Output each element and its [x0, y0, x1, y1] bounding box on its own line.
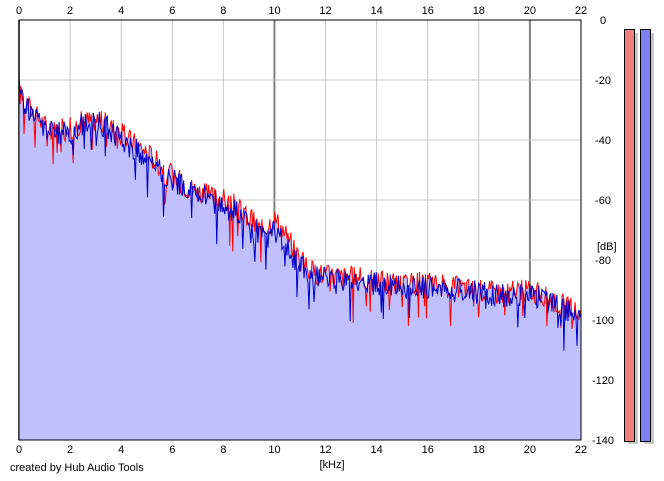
x-tick-label-top: 2 [67, 5, 73, 17]
x-tick-label-bottom: 4 [118, 444, 124, 456]
x-tick-label-top: 16 [422, 5, 434, 17]
x-tick-label-top: 18 [473, 5, 485, 17]
left-channel-meter [624, 29, 635, 442]
y-tick-label: -120 [592, 375, 614, 387]
x-tick-label-top: 10 [268, 5, 280, 17]
x-axis-label: [kHz] [319, 459, 344, 471]
x-ticks-bottom: 0 2 4 6 8 10 12 14 16 18 20 22 [16, 444, 587, 456]
y-axis-label: [dB] [597, 241, 617, 253]
credit-text: created by Hub Audio Tools [10, 462, 144, 474]
x-tick-label-bottom: 12 [319, 444, 331, 456]
x-tick-label-bottom: 8 [220, 444, 226, 456]
x-tick-label-bottom: 14 [371, 444, 383, 456]
x-tick-label-top: 8 [220, 5, 226, 17]
x-tick-label-bottom: 20 [524, 444, 536, 456]
y-tick-label: 0 [600, 15, 606, 27]
y-tick-label: -40 [595, 135, 611, 147]
x-tick-label-bottom: 0 [16, 444, 22, 456]
y-tick-label: -140 [592, 435, 614, 447]
series-line-2 [18, 75, 582, 351]
y-tick-label: -80 [595, 255, 611, 267]
x-tick-label-bottom: 6 [169, 444, 175, 456]
y-ticks: 0 -20 -40 -60 -80 -100 -120 -140 [592, 15, 614, 447]
x-tick-label-bottom: 22 [575, 444, 587, 456]
y-tick-label: -100 [592, 315, 614, 327]
x-tick-label-bottom: 10 [268, 444, 280, 456]
x-tick-label-bottom: 16 [422, 444, 434, 456]
series-lines [18, 75, 582, 351]
x-tick-label-top: 14 [371, 5, 383, 17]
right-channel-meter [640, 29, 651, 442]
x-tick-label-top: 6 [169, 5, 175, 17]
y-tick-label: -60 [595, 195, 611, 207]
y-tick-label: -20 [595, 75, 611, 87]
x-tick-label-bottom: 18 [473, 444, 485, 456]
plot-frame [18, 19, 582, 441]
x-tick-label-top: 12 [319, 5, 331, 17]
x-tick-label-bottom: 2 [67, 444, 73, 456]
x-tick-label-top: 4 [118, 5, 124, 17]
x-tick-label-top: 0 [16, 5, 22, 17]
x-tick-label-top: 22 [575, 5, 587, 17]
x-tick-label-top: 20 [524, 5, 536, 17]
x-ticks-top: 0 2 4 6 8 10 12 14 16 18 20 22 [16, 5, 587, 17]
spectrum-fill [19, 76, 581, 440]
